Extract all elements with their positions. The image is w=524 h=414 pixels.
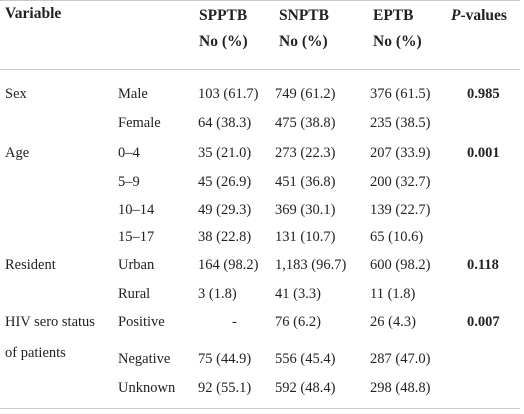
header-snptb-unit: No (%) (279, 33, 328, 50)
row-spptb: 92 (55.1) (198, 380, 252, 396)
row-eptb: 11 (1.8) (370, 286, 416, 302)
table-bottom-rule (0, 408, 520, 409)
row-eptb: 139 (22.7) (370, 202, 431, 218)
row-eptb: 26 (4.3) (370, 314, 416, 330)
header-spptb: SPPTB (199, 7, 248, 24)
row-spptb: 38 (22.8) (198, 229, 252, 245)
row-category: 5–9 (118, 174, 140, 190)
header-eptb: EPTB (373, 7, 414, 24)
row-pvalue: 0.007 (467, 314, 500, 330)
row-eptb: 600 (98.2) (370, 257, 431, 273)
row-category: Unknown (118, 380, 176, 396)
row-snptb: 1,183 (96.7) (275, 257, 347, 273)
row-snptb: 749 (61.2) (275, 86, 336, 102)
row-spptb: 45 (26.9) (198, 174, 252, 190)
header-pvalue-italic: P (451, 7, 461, 24)
header-eptb-unit: No (%) (373, 33, 422, 50)
row-eptb: 287 (47.0) (370, 351, 431, 367)
row-snptb: 131 (10.7) (275, 229, 336, 245)
row-eptb: 200 (32.7) (370, 174, 431, 190)
header-pvalue-rest: -values (460, 7, 507, 24)
row-eptb: 65 (10.6) (370, 229, 424, 245)
row-variable: HIV sero status (5, 314, 95, 330)
row-category: Male (118, 86, 148, 102)
row-spptb: 35 (21.0) (198, 145, 252, 161)
row-category: 10–14 (118, 202, 155, 218)
row-eptb: 298 (48.8) (370, 380, 431, 396)
row-spptb: 103 (61.7) (198, 86, 259, 102)
row-variable: Age (5, 145, 30, 161)
row-snptb: 475 (38.8) (275, 115, 336, 131)
row-snptb: 273 (22.3) (275, 145, 336, 161)
row-pvalue: 0.001 (467, 145, 500, 161)
row-snptb: 76 (6.2) (275, 314, 321, 330)
row-category: Female (118, 115, 161, 131)
row-eptb: 207 (33.9) (370, 145, 431, 161)
header-bottom-rule (0, 69, 520, 70)
header-pvalues: P-values (451, 6, 507, 26)
row-snptb: 556 (45.4) (275, 351, 336, 367)
row-spptb: 49 (29.3) (198, 202, 252, 218)
row-category: 0–4 (118, 145, 140, 161)
row-category: Negative (118, 351, 171, 367)
row-spptb: 64 (38.3) (198, 115, 252, 131)
row-eptb: 376 (61.5) (370, 86, 431, 102)
row-eptb: 235 (38.5) (370, 115, 431, 131)
table-top-rule (0, 0, 520, 1)
row-pvalue: 0.985 (467, 86, 500, 102)
row-category: 15–17 (118, 229, 155, 245)
row-category: Urban (118, 257, 155, 273)
row-spptb: - (232, 314, 237, 330)
row-spptb: 164 (98.2) (198, 257, 259, 273)
row-snptb: 451 (36.8) (275, 174, 336, 190)
row-category: Positive (118, 314, 165, 330)
row-variable: Sex (5, 86, 27, 102)
row-variable: of patients (5, 345, 66, 361)
row-variable: Resident (5, 257, 56, 273)
header-spptb-unit: No (%) (199, 33, 248, 50)
row-snptb: 592 (48.4) (275, 380, 336, 396)
header-snptb: SNPTB (279, 7, 329, 24)
row-snptb: 369 (30.1) (275, 202, 336, 218)
row-spptb: 3 (1.8) (198, 286, 237, 302)
header-variable: Variable (5, 5, 62, 22)
row-spptb: 75 (44.9) (198, 351, 252, 367)
row-category: Rural (118, 286, 151, 302)
row-pvalue: 0.118 (467, 257, 499, 273)
row-snptb: 41 (3.3) (275, 286, 321, 302)
